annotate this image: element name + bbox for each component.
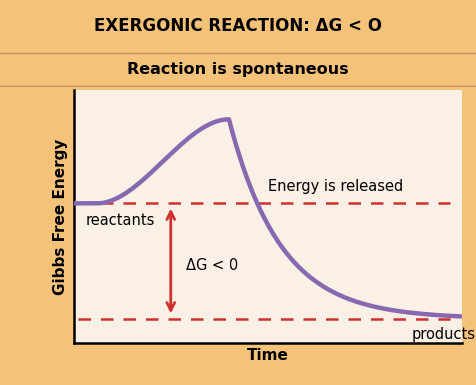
Text: EXERGONIC REACTION: ΔG < O: EXERGONIC REACTION: ΔG < O: [94, 17, 382, 35]
Text: reactants: reactants: [85, 213, 155, 228]
Y-axis label: Gibbs Free Energy: Gibbs Free Energy: [53, 138, 68, 295]
X-axis label: Time: Time: [247, 348, 288, 363]
Text: ΔG < 0: ΔG < 0: [186, 258, 238, 273]
Text: products: products: [411, 327, 476, 342]
Text: Reaction is spontaneous: Reaction is spontaneous: [127, 62, 349, 77]
Text: Energy is released: Energy is released: [268, 179, 403, 194]
